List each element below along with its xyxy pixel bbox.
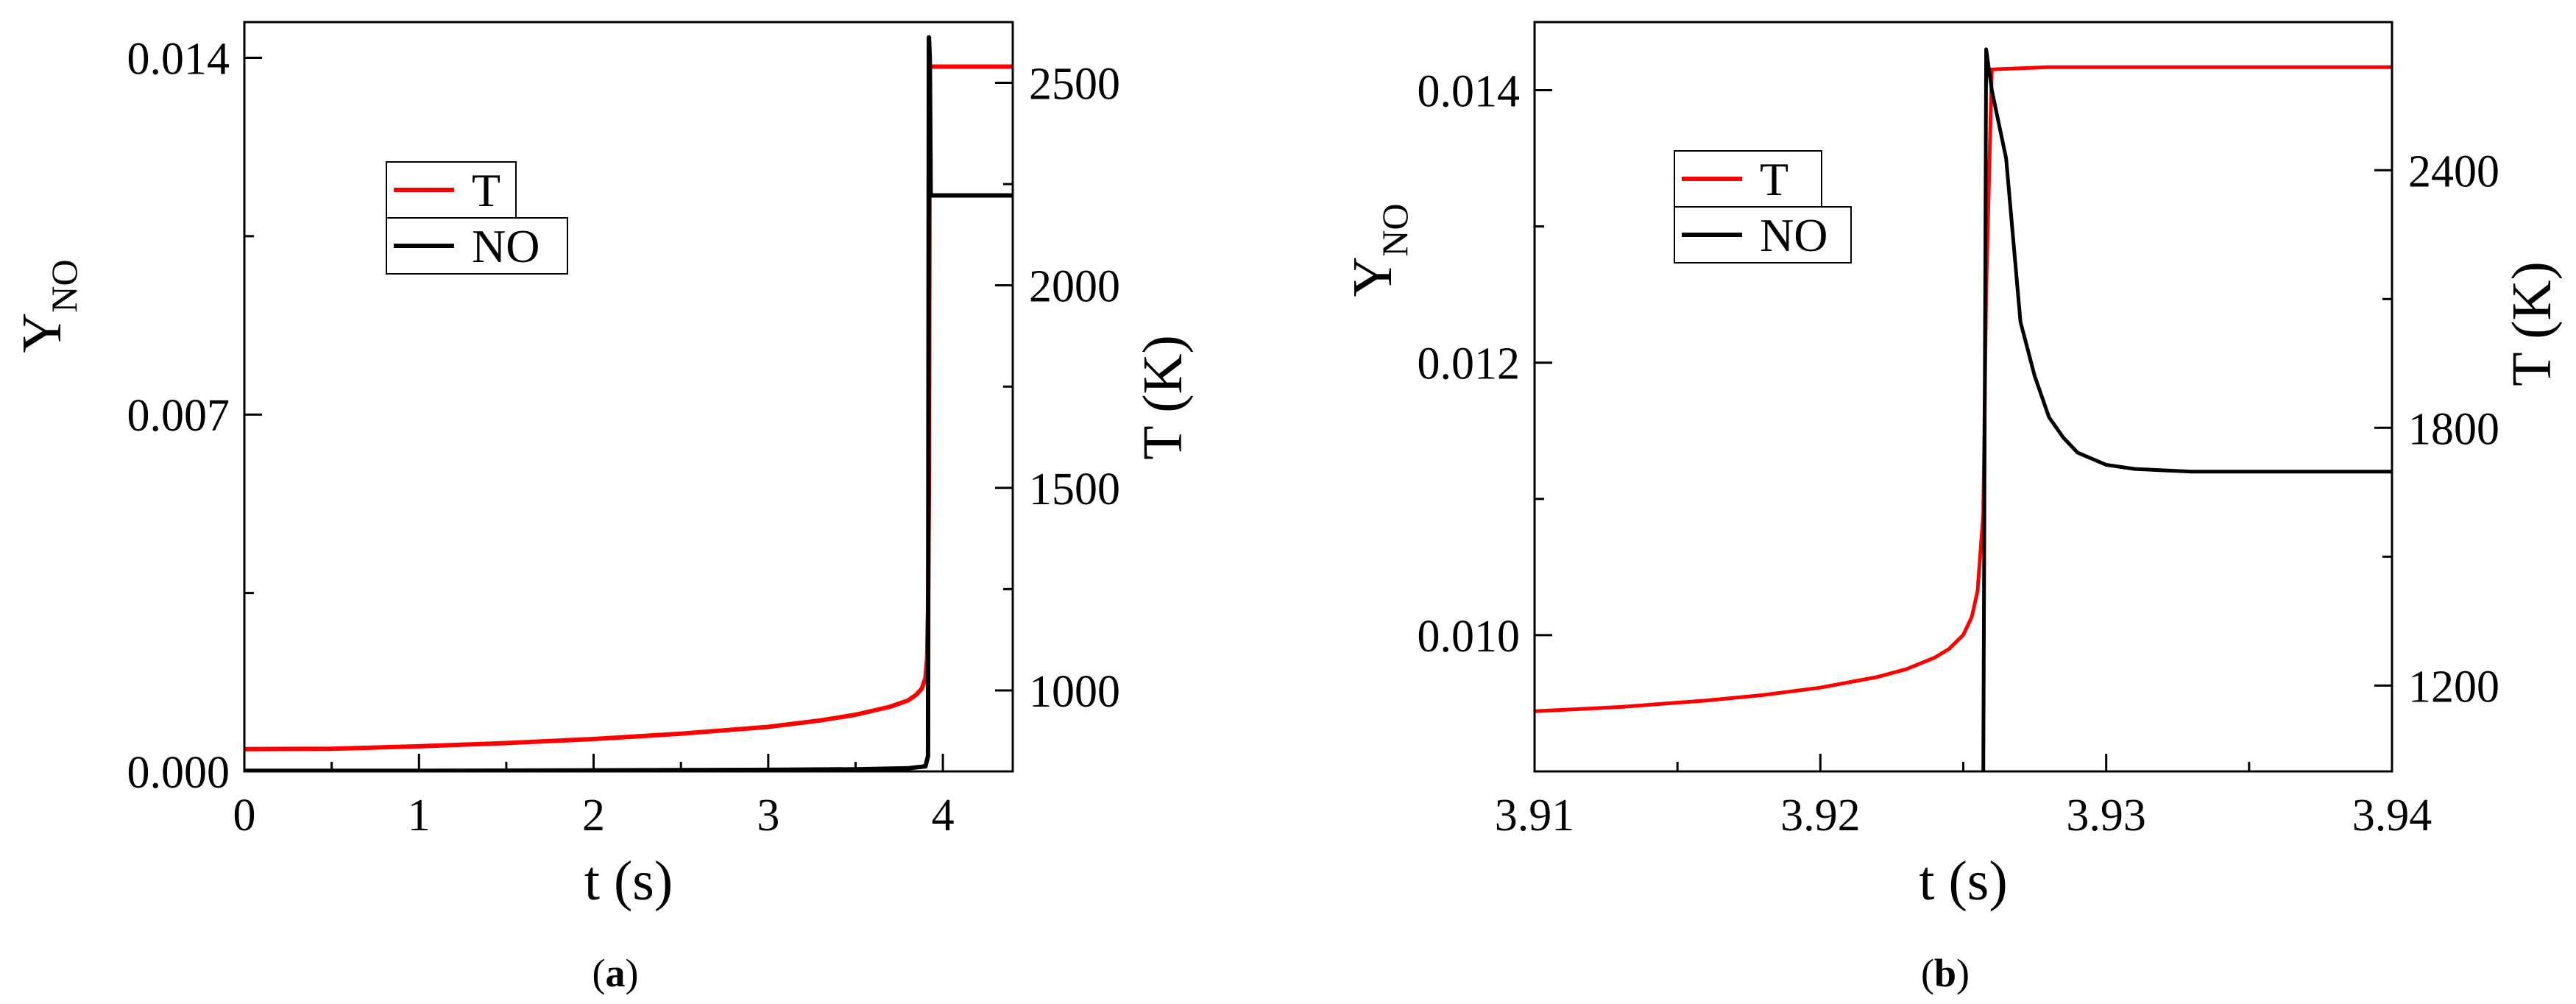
panel-caption-letter: a: [606, 951, 626, 995]
x-tick-label: 2: [582, 791, 605, 841]
panel-caption: (b): [1921, 951, 1970, 995]
y-left-axis-label: YNO: [11, 259, 85, 353]
panel-b: 3.91 3.92 3.93 3.94 0.010 0.012 0.014 1200 1800 2…: [1342, 21, 2563, 995]
y-left-axis-label-subscript: NO: [1374, 203, 1415, 256]
y-left-axis-label-subscript: NO: [43, 259, 85, 312]
y-left-tick-label: 0.010: [1418, 612, 1521, 662]
y-right-tick-label: 2000: [1029, 262, 1120, 312]
x-tick-label: 1: [408, 791, 431, 841]
y-right-tick-label: 2500: [1029, 60, 1120, 110]
legend-label-no: NO: [472, 220, 539, 272]
x-tick-label: 3.94: [2352, 791, 2432, 841]
plot-frame: [1533, 21, 2393, 773]
y-left-tick-label: 0.014: [1418, 67, 1521, 117]
panel-caption: (a): [592, 951, 639, 995]
panel-caption-open: (: [1921, 951, 1934, 995]
y-left-tick-label: 0.000: [127, 748, 230, 798]
x-tick-label: 3.93: [2066, 791, 2146, 841]
plot-frame: [243, 21, 1014, 773]
y-right-tick-label: 1500: [1029, 464, 1120, 515]
x-tick-label: 3.91: [1495, 791, 1575, 841]
y-right-tick-label: 1200: [2408, 662, 2499, 712]
y-right-tick-label: 2400: [2408, 146, 2499, 197]
legend: TNO: [1674, 150, 1852, 264]
y-left-tick-label: 0.012: [1418, 339, 1521, 389]
legend: TNO: [386, 161, 568, 275]
x-tick-label: 3: [757, 791, 779, 841]
legend-label-t: T: [1760, 153, 1788, 205]
y-left-axis-label-main: Y: [11, 313, 73, 353]
legend-label-t: T: [472, 164, 500, 216]
y-left-axis-label: YNO: [1342, 203, 1415, 297]
x-tick-label: 4: [932, 791, 955, 841]
x-tick-label: 0: [233, 791, 256, 841]
y-right-tick-label: 1000: [1029, 667, 1120, 717]
series-line-no: [244, 35, 1013, 771]
y-right-axis-label: T (K): [2501, 261, 2563, 386]
y-right-axis-label: T (K): [1132, 335, 1194, 460]
series-line-t: [244, 64, 1013, 752]
y-right-tick-label: 1800: [2408, 404, 2499, 454]
legend-label-no: NO: [1760, 209, 1827, 261]
series-line-no: [1981, 47, 2392, 771]
y-left-tick-label: 0.007: [127, 391, 230, 441]
panel-caption-close: ): [626, 951, 639, 995]
panel-a: 0 1 2 3 4 0.000 0.007 0.014 1000 1500 2000 2500 t (s…: [11, 21, 1194, 995]
y-left-tick-label: 0.014: [127, 34, 230, 84]
series-line-t: [1535, 65, 2392, 713]
x-axis-label: t (s): [584, 850, 673, 912]
panel-caption-open: (: [592, 951, 606, 995]
x-tick-label: 3.92: [1780, 791, 1861, 841]
panel-caption-close: ): [1956, 951, 1970, 995]
y-left-axis-label-main: Y: [1342, 257, 1404, 297]
x-axis-label: t (s): [1919, 850, 2007, 912]
panel-caption-letter: b: [1934, 951, 1956, 995]
